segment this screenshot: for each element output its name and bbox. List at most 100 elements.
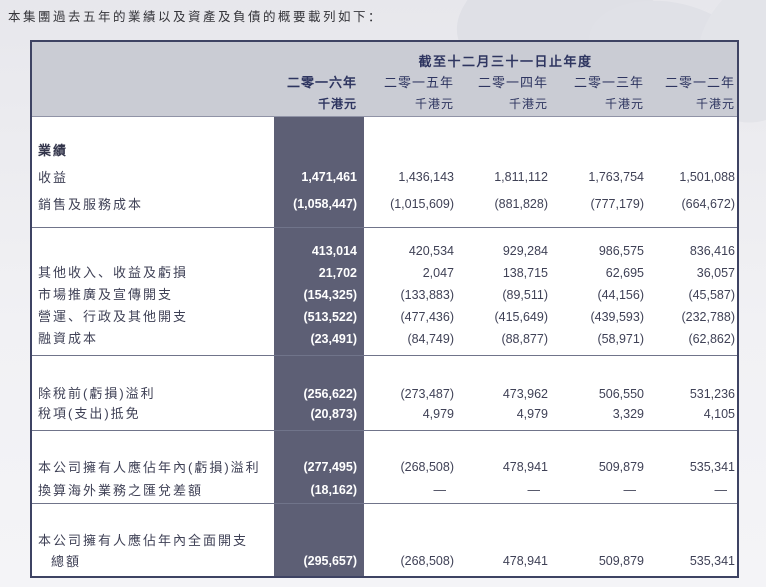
unit-label: 千港元: [508, 97, 548, 111]
cell-value: (777,179): [590, 197, 644, 211]
cell-value: —: [714, 483, 728, 497]
cell-value: (84,749): [407, 332, 454, 346]
row-label: 業績: [38, 143, 69, 158]
cell-value: 473,962: [502, 387, 548, 401]
cell-value: (295,657): [303, 554, 357, 568]
cell-value: 1,436,143: [398, 170, 454, 184]
cell-value: [550, 530, 646, 551]
cell-value: 535,341: [689, 554, 735, 568]
cell-value: [274, 530, 364, 551]
cell-value: (44,156): [597, 288, 644, 302]
cell-value: (133,883): [400, 288, 454, 302]
row-label: 市場推廣及宣傳開支: [38, 287, 174, 302]
cell-value: 4,105: [703, 407, 735, 421]
table-section: 除稅前(虧損)溢利 (256,622) (273,487) 473,962 506,55…: [32, 355, 737, 430]
cell-value: —: [433, 483, 447, 497]
table-row: 業績: [32, 137, 737, 164]
row-label: 總額: [51, 554, 82, 569]
table-row: 本公司擁有人應佔年內(虧損)溢利 (277,495) (268,508) 478,94…: [32, 456, 737, 479]
cell-value: (881,828): [494, 197, 548, 211]
cell-value: 420,534: [408, 244, 454, 258]
cell-value: 3,329: [612, 407, 644, 421]
table-row: 融資成本 (23,491) (84,749) (88,877) (58,971) (62,…: [32, 328, 737, 350]
year-labels-row: 二零一六年 二零一五年 二零一四年 二零一三年 二零一二年: [32, 70, 737, 94]
cell-value: 4,979: [516, 407, 548, 421]
cell-value: 1,501,088: [679, 170, 735, 184]
year-label: 二零一三年: [573, 75, 644, 90]
cell-value: 21,702: [318, 266, 357, 280]
cell-value: (1,015,609): [390, 197, 454, 211]
cell-value: [550, 137, 646, 164]
row-label: 收益: [38, 170, 69, 185]
cell-value: [646, 137, 737, 164]
row-label: [32, 240, 274, 262]
header-spacer: [32, 94, 274, 114]
cell-value: (439,593): [590, 310, 644, 324]
table-row: 營運、行政及其他開支 (513,522) (477,436) (415,649) (43…: [32, 306, 737, 328]
cell-value: 478,941: [502, 554, 548, 568]
unit-label: 千港元: [414, 97, 454, 111]
period-row: 截至十二月三十一日止年度: [32, 53, 737, 70]
cell-value: [456, 530, 550, 551]
cell-value: 1,471,461: [301, 170, 357, 184]
cell-value: 986,575: [598, 244, 644, 258]
cell-value: 531,236: [689, 387, 735, 401]
cell-value: 535,341: [689, 460, 735, 474]
cell-value: 62,695: [605, 266, 644, 280]
row-label: 本公司擁有人應佔年內(虧損)溢利: [38, 460, 261, 475]
intro-text: 本集團過去五年的業績以及資產及負債的概要載列如下：: [8, 10, 384, 24]
cell-value: (20,873): [310, 407, 357, 421]
cell-value: (273,487): [400, 387, 454, 401]
cell-value: [456, 137, 550, 164]
table-row: 本公司擁有人應佔年內全面開支: [32, 530, 737, 551]
year-label: 二零一五年: [383, 75, 454, 90]
cell-value: (664,672): [681, 197, 735, 211]
cell-value: (477,436): [400, 310, 454, 324]
cell-value: 836,416: [689, 244, 735, 258]
table-section: 本公司擁有人應佔年內(虧損)溢利 (277,495) (268,508) 478,94…: [32, 430, 737, 503]
table-row: 稅項(支出)抵免 (20,873) 4,979 4,979 3,329 4,105: [32, 404, 737, 424]
cell-value: (62,862): [688, 332, 735, 346]
cell-value: 2,047: [422, 266, 454, 280]
cell-value: (232,788): [681, 310, 735, 324]
cell-value: 478,941: [502, 460, 548, 474]
cell-value: (88,877): [501, 332, 548, 346]
cell-value: [646, 530, 737, 551]
table-section: 本公司擁有人應佔年內全面開支 總額 (295,657) (268,508) 478,94…: [32, 503, 737, 576]
cell-value: (277,495): [303, 460, 357, 474]
cell-value: 138,715: [502, 266, 548, 280]
cell-value: —: [623, 483, 637, 497]
cell-value: 506,550: [598, 387, 644, 401]
table-row: 換算海外業務之匯兌差額 (18,162) — — — —: [32, 479, 737, 502]
cell-value: [274, 137, 364, 164]
current-year-highlight-band: [274, 117, 364, 576]
cell-value: [364, 137, 456, 164]
cell-value: (58,971): [597, 332, 644, 346]
row-label: 換算海外業務之匯兌差額: [38, 483, 204, 498]
header-spacer: [32, 70, 274, 96]
cell-value: 413,014: [311, 244, 357, 258]
row-label: 營運、行政及其他開支: [38, 309, 189, 324]
table-body: 業績 收益 1,471,461 1,436,143 1,811,112 1,763,754…: [32, 117, 737, 576]
table-section: 413,014 420,534 929,284 986,575 836,416 其他收入、…: [32, 227, 737, 355]
year-label: 二零一四年: [477, 75, 548, 90]
row-label: 融資成本: [38, 331, 99, 346]
row-label: 其他收入、收益及虧損: [38, 265, 189, 280]
cell-value: 509,879: [598, 554, 644, 568]
table-row: 收益 1,471,461 1,436,143 1,811,112 1,763,754 1,…: [32, 164, 737, 191]
cell-value: 509,879: [598, 460, 644, 474]
cell-value: (18,162): [310, 483, 357, 497]
unit-labels-row: 千港元 千港元 千港元 千港元 千港元: [32, 94, 737, 114]
cell-value: 1,763,754: [588, 170, 644, 184]
table-row: 其他收入、收益及虧損 21,702 2,047 138,715 62,695 36,057: [32, 262, 737, 284]
year-label: 二零一二年: [664, 75, 735, 90]
row-label: 本公司擁有人應佔年內全面開支: [38, 533, 249, 548]
table-row: 市場推廣及宣傳開支 (154,325) (133,883) (89,511) (44,1…: [32, 284, 737, 306]
row-label: 稅項(支出)抵免: [38, 406, 141, 421]
table-row: 銷售及服務成本 (1,058,447) (1,015,609) (881,828) (7…: [32, 191, 737, 218]
table-row: 413,014 420,534 929,284 986,575 836,416: [32, 240, 737, 262]
table-section: 業績 收益 1,471,461 1,436,143 1,811,112 1,763,754…: [32, 117, 737, 227]
cell-value: (1,058,447): [293, 197, 357, 211]
unit-label: 千港元: [695, 97, 735, 111]
